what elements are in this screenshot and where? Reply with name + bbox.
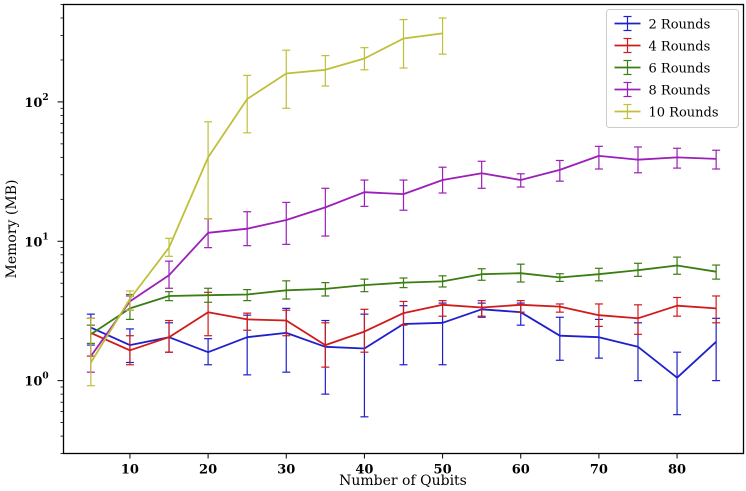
error-bar [594,145,603,170]
error-bar [438,300,447,317]
error-bar [282,49,291,109]
legend-label: 8 Rounds [649,84,711,99]
legend-item-2-rounds: 2 Rounds [614,15,711,33]
plot-frame [62,3,745,455]
error-bar [360,179,369,207]
error-bar [555,316,564,361]
error-bar [321,187,330,237]
series-line-8-rounds [90,154,717,357]
y-axis-label: Memory (MB) [4,180,20,279]
x-tick-label: 30 [277,463,295,478]
x-tick-label: 70 [590,463,608,478]
error-bar [477,300,486,317]
y-tick-label: 102 [24,93,48,111]
error-bar [673,351,682,416]
x-tick-label: 40 [355,463,373,478]
x-tick-label: 50 [434,463,452,478]
error-bar [555,303,564,313]
plot-area [86,17,721,418]
error-bar [477,160,486,189]
error-bar [204,121,213,220]
series-line-10-rounds [90,32,443,363]
series-line-6-rounds [90,264,717,336]
x-tick-label: 80 [668,463,686,478]
error-bar [516,300,525,313]
x-tick-label: 60 [512,463,530,478]
error-bar [243,74,252,134]
error-bar [282,201,291,245]
error-bar [86,317,95,387]
legend-label: 6 Rounds [649,62,711,77]
error-bar [399,179,408,211]
x-axis-label: Number of Qubits [339,473,467,489]
legend-item-6-rounds: 6 Rounds [614,59,711,77]
error-bar [399,18,408,69]
axes: 10 20 30 40 50 60 70 80 100 101 102 [24,4,686,478]
legend-label: 2 Rounds [649,18,711,33]
series-6-rounds [86,256,721,344]
error-bar [282,309,291,337]
legend-label: 4 Rounds [649,40,711,55]
legend-box [606,9,739,128]
error-bar [712,264,721,280]
series-4-rounds [86,291,721,368]
y-tick-label: 100 [24,372,48,390]
x-tick-label: 20 [199,463,217,478]
y-tick-label: 101 [24,232,48,250]
series-line-4-rounds [90,303,717,352]
error-bar [243,312,252,331]
legend-label: 10 Rounds [649,106,719,121]
legend-item-8-rounds: 8 Rounds [614,81,711,99]
error-bar [712,149,721,170]
legend-item-10-rounds: 10 Rounds [614,103,719,121]
error-bar [712,295,721,324]
error-bar [321,54,330,87]
error-bar [438,17,447,55]
legend: 2 Rounds 4 Rounds 6 Rounds 8 Rounds 10 Round… [606,9,739,128]
error-bar [633,304,642,335]
legend-item-4-rounds: 4 Rounds [614,37,711,55]
series-8-rounds [86,145,721,373]
x-tick-label: 10 [121,463,139,478]
error-bar [673,296,682,317]
series-10-rounds [86,17,447,387]
